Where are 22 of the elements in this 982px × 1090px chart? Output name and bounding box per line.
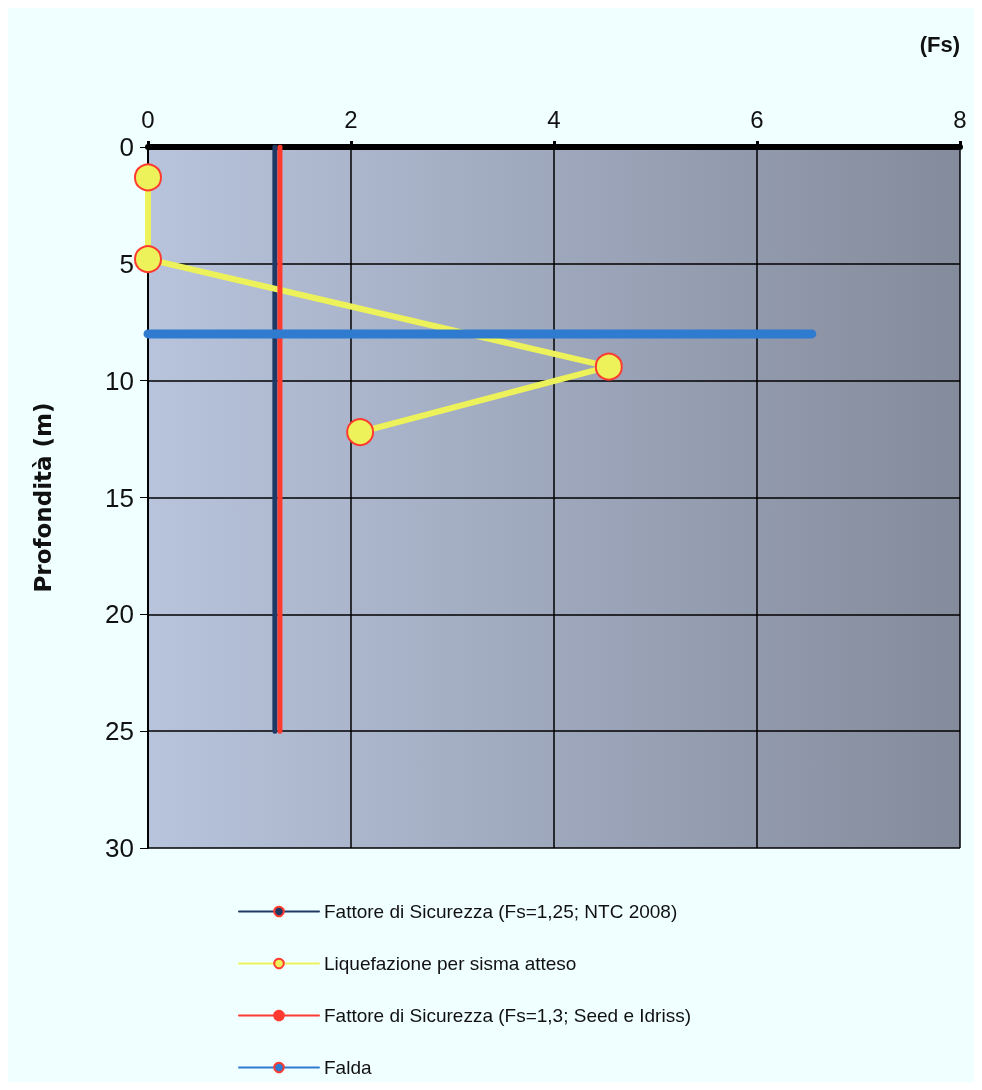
x-tick-label: 6 <box>750 105 764 133</box>
point <box>346 418 375 447</box>
legend-label: Fattore di Sicurezza (Fs=1,3; Seed e Idriss) <box>324 1005 691 1026</box>
point <box>594 352 623 381</box>
y-tick-label: 25 <box>105 716 134 747</box>
y-axis-title: Profondità (m) <box>29 402 56 593</box>
y-tick-label: 10 <box>105 365 134 396</box>
legend-label: Liquefazione per sisma atteso <box>324 953 577 974</box>
legend-label: Fattore di Sicurezza (Fs=1,25; NTC 2008) <box>324 901 678 922</box>
x-axis-title: (Fs) <box>919 31 960 57</box>
point <box>134 163 162 192</box>
y-tick-label: 30 <box>105 833 134 863</box>
point <box>134 245 162 274</box>
x-tick-label: 0 <box>141 105 155 133</box>
x-tick-label: 4 <box>547 105 561 133</box>
y-tick-label: 20 <box>105 599 134 630</box>
y-tick-label: 5 <box>119 248 134 279</box>
y-tick-label: 0 <box>119 132 134 162</box>
x-tick-label: 2 <box>344 105 358 133</box>
legend-label: Falda <box>324 1057 372 1078</box>
y-tick-label: 15 <box>105 482 134 513</box>
x-tick-label: 8 <box>953 105 967 133</box>
